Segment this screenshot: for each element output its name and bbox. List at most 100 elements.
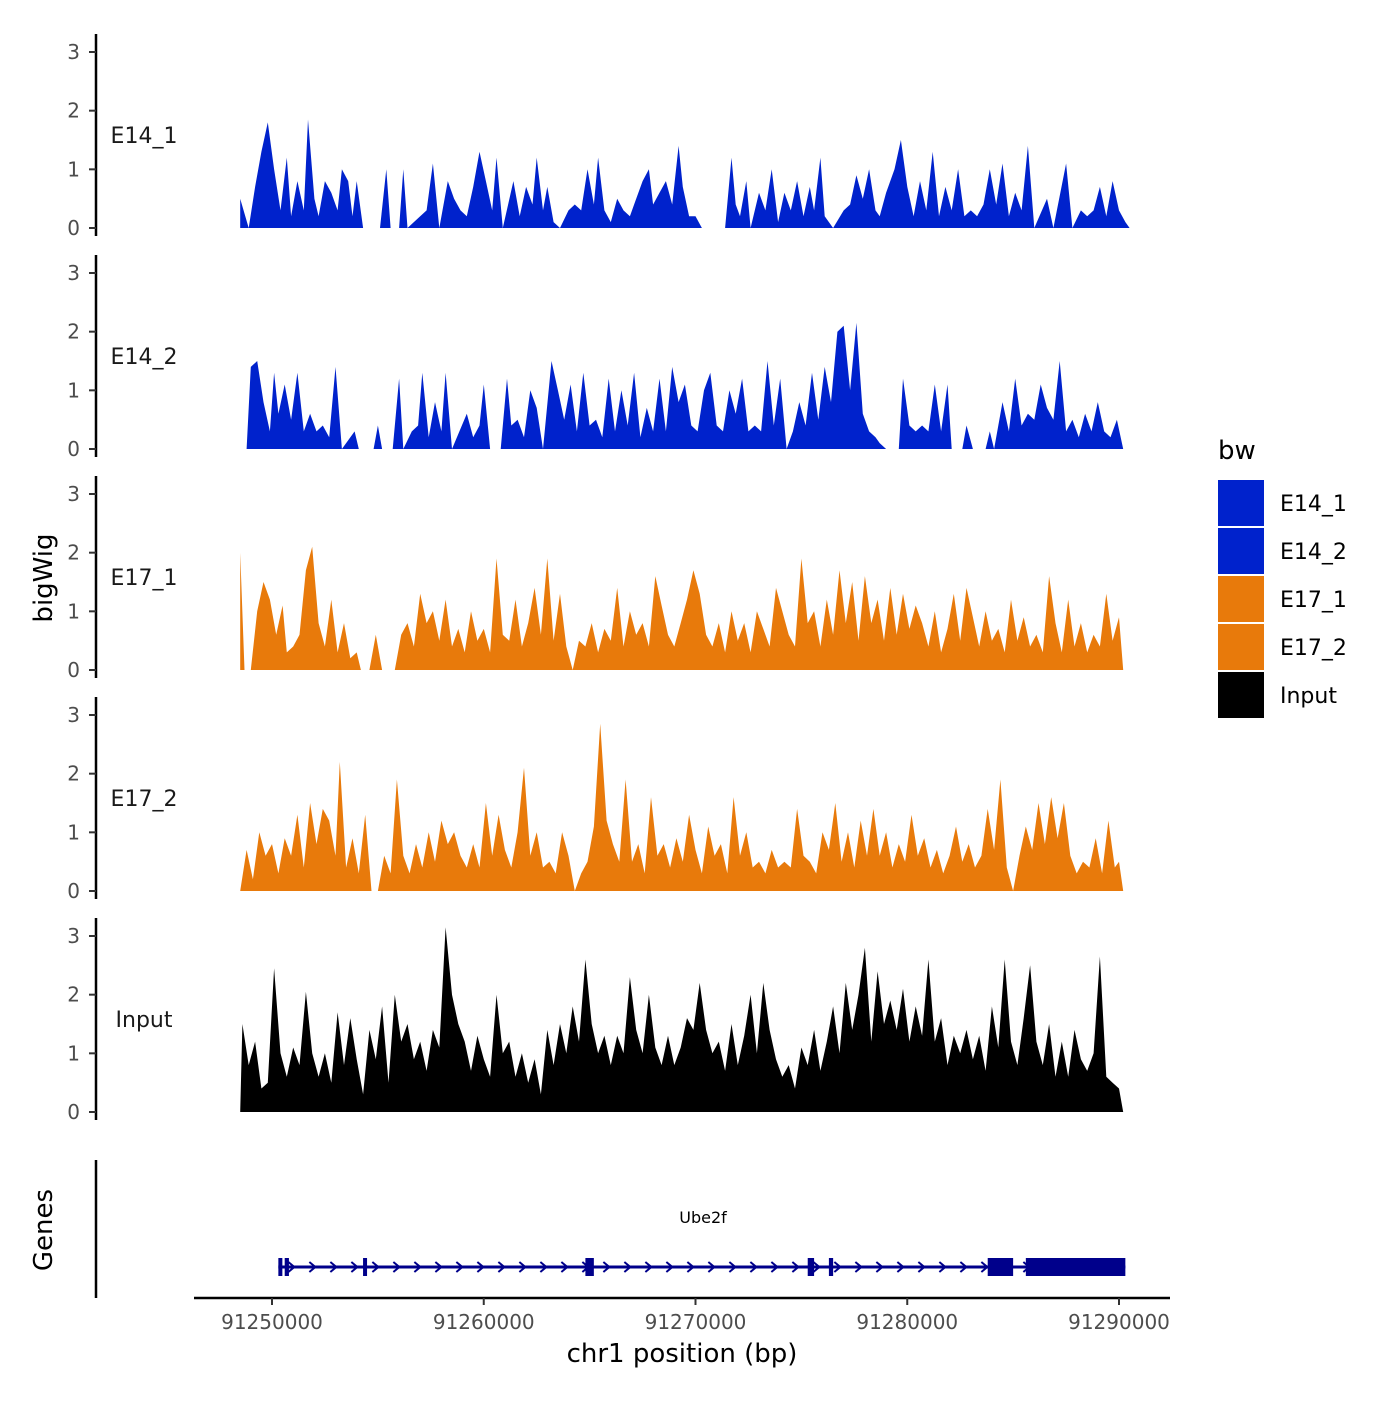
gene-exon xyxy=(1025,1258,1126,1276)
y-tick-label: 2 xyxy=(67,983,80,1007)
gene-exon xyxy=(278,1258,283,1276)
strand-arrow xyxy=(812,1261,821,1273)
y-tick-label: 1 xyxy=(67,378,80,402)
x-tick-label: 91290000 xyxy=(1068,1310,1170,1334)
signal-area-e14-1 xyxy=(240,119,1130,228)
legend-label: E14_1 xyxy=(1280,492,1347,517)
x-axis-ticks: 91250000 91260000 91270000 91280000 91290000 xyxy=(221,1298,1170,1334)
legend: bw E14_1 E14_2 E17_1 E17_2 Input xyxy=(1218,436,1347,718)
track-label: E14_2 xyxy=(111,345,178,370)
legend-label: E17_1 xyxy=(1280,588,1347,613)
legend-swatch xyxy=(1218,480,1264,526)
signal-area-e17-1 xyxy=(240,546,1124,670)
y-tick-label: 3 xyxy=(67,924,80,948)
signal-area-e17-2 xyxy=(240,723,1124,891)
y-tick-label: 3 xyxy=(67,40,80,64)
strand-arrow xyxy=(497,1261,506,1273)
strand-arrow xyxy=(308,1261,317,1273)
y-tick-label: 1 xyxy=(67,1041,80,1065)
y-axis-title: bigWig xyxy=(29,533,59,622)
legend-swatch xyxy=(1218,576,1264,622)
strand-arrow xyxy=(518,1261,527,1273)
y-tick-label: 2 xyxy=(67,99,80,123)
x-tick-label: 91280000 xyxy=(856,1310,958,1334)
strand-arrow xyxy=(413,1261,422,1273)
x-axis-title: chr1 position (bp) xyxy=(567,1339,798,1369)
track-e17-2: 0 1 2 3 E17_2 xyxy=(67,697,1124,903)
x-tick-label: 91270000 xyxy=(645,1310,747,1334)
gene-label: Ube2f xyxy=(679,1208,727,1227)
gene-exon xyxy=(363,1258,368,1276)
strand-arrow xyxy=(707,1261,716,1273)
strand-arrow xyxy=(455,1261,464,1273)
y-tick-label: 1 xyxy=(67,599,80,623)
gene-exon xyxy=(807,1258,815,1276)
track-e14-1: 0 1 2 3 E14_1 xyxy=(67,34,1130,240)
strand-arrow xyxy=(686,1261,695,1273)
strand-arrow xyxy=(959,1261,968,1273)
genes-axis-title: Genes xyxy=(29,1189,59,1271)
y-tick-label: 3 xyxy=(67,482,80,506)
strand-arrow xyxy=(371,1261,380,1273)
strand-arrow xyxy=(434,1261,443,1273)
y-tick-label: 0 xyxy=(67,1100,80,1124)
y-tick-label: 2 xyxy=(67,762,80,786)
y-tick-label: 0 xyxy=(67,216,80,240)
strand-arrow xyxy=(896,1261,905,1273)
strand-arrow xyxy=(350,1261,359,1273)
gene-exon xyxy=(585,1258,594,1276)
signal-area-e14-2 xyxy=(246,322,1124,449)
legend-label: E17_2 xyxy=(1280,636,1347,661)
y-tick-label: 0 xyxy=(67,658,80,682)
legend-title: bw xyxy=(1218,436,1256,466)
legend-swatch xyxy=(1218,624,1264,670)
strand-arrow xyxy=(938,1261,947,1273)
strand-arrow xyxy=(287,1261,296,1273)
bigwig-tracks: 0 1 2 3 E14_1 0 1 2 3 E14_2 0 1 2 3 E17_1 0 1 2 3 E17_2 0 1 2 3… xyxy=(67,34,1130,1124)
track-label: E17_1 xyxy=(111,566,178,591)
strand-arrow xyxy=(770,1261,779,1273)
gene-exon xyxy=(284,1258,289,1276)
track-e17-1: 0 1 2 3 E17_1 xyxy=(67,476,1124,682)
y-tick-label: 3 xyxy=(67,261,80,285)
strand-arrow xyxy=(392,1261,401,1273)
strand-arrow xyxy=(854,1261,863,1273)
legend-swatch xyxy=(1218,672,1264,718)
y-tick-label: 1 xyxy=(67,157,80,181)
track-label: E14_1 xyxy=(111,124,178,149)
strand-arrow xyxy=(917,1261,926,1273)
legend-swatch xyxy=(1218,528,1264,574)
y-tick-label: 0 xyxy=(67,879,80,903)
strand-arrow xyxy=(644,1261,653,1273)
track-input: 0 1 2 3 Input xyxy=(67,918,1124,1124)
strand-arrow xyxy=(476,1261,485,1273)
track-e14-2: 0 1 2 3 E14_2 xyxy=(67,255,1124,461)
strand-arrow xyxy=(329,1261,338,1273)
legend-label: E14_2 xyxy=(1280,540,1347,565)
track-label: Input xyxy=(116,1008,173,1033)
strand-arrow xyxy=(980,1261,989,1273)
x-tick-label: 91260000 xyxy=(433,1310,535,1334)
strand-arrow xyxy=(623,1261,632,1273)
y-tick-label: 1 xyxy=(67,820,80,844)
gene-track: Ube2f xyxy=(278,1208,1126,1276)
strand-arrow xyxy=(749,1261,758,1273)
track-label: E17_2 xyxy=(111,787,178,812)
strand-arrow xyxy=(833,1261,842,1273)
y-tick-label: 2 xyxy=(67,320,80,344)
signal-area-input xyxy=(240,927,1124,1112)
x-tick-label: 91250000 xyxy=(221,1310,323,1334)
strand-arrow xyxy=(560,1261,569,1273)
strand-arrow xyxy=(665,1261,674,1273)
y-tick-label: 0 xyxy=(67,437,80,461)
legend-label: Input xyxy=(1280,684,1337,709)
y-tick-label: 3 xyxy=(67,703,80,727)
strand-arrow xyxy=(791,1261,800,1273)
strand-arrow xyxy=(875,1261,884,1273)
gene-exon xyxy=(828,1258,834,1276)
strand-arrow xyxy=(539,1261,548,1273)
gene-exon xyxy=(987,1258,1014,1276)
strand-arrow xyxy=(602,1261,611,1273)
